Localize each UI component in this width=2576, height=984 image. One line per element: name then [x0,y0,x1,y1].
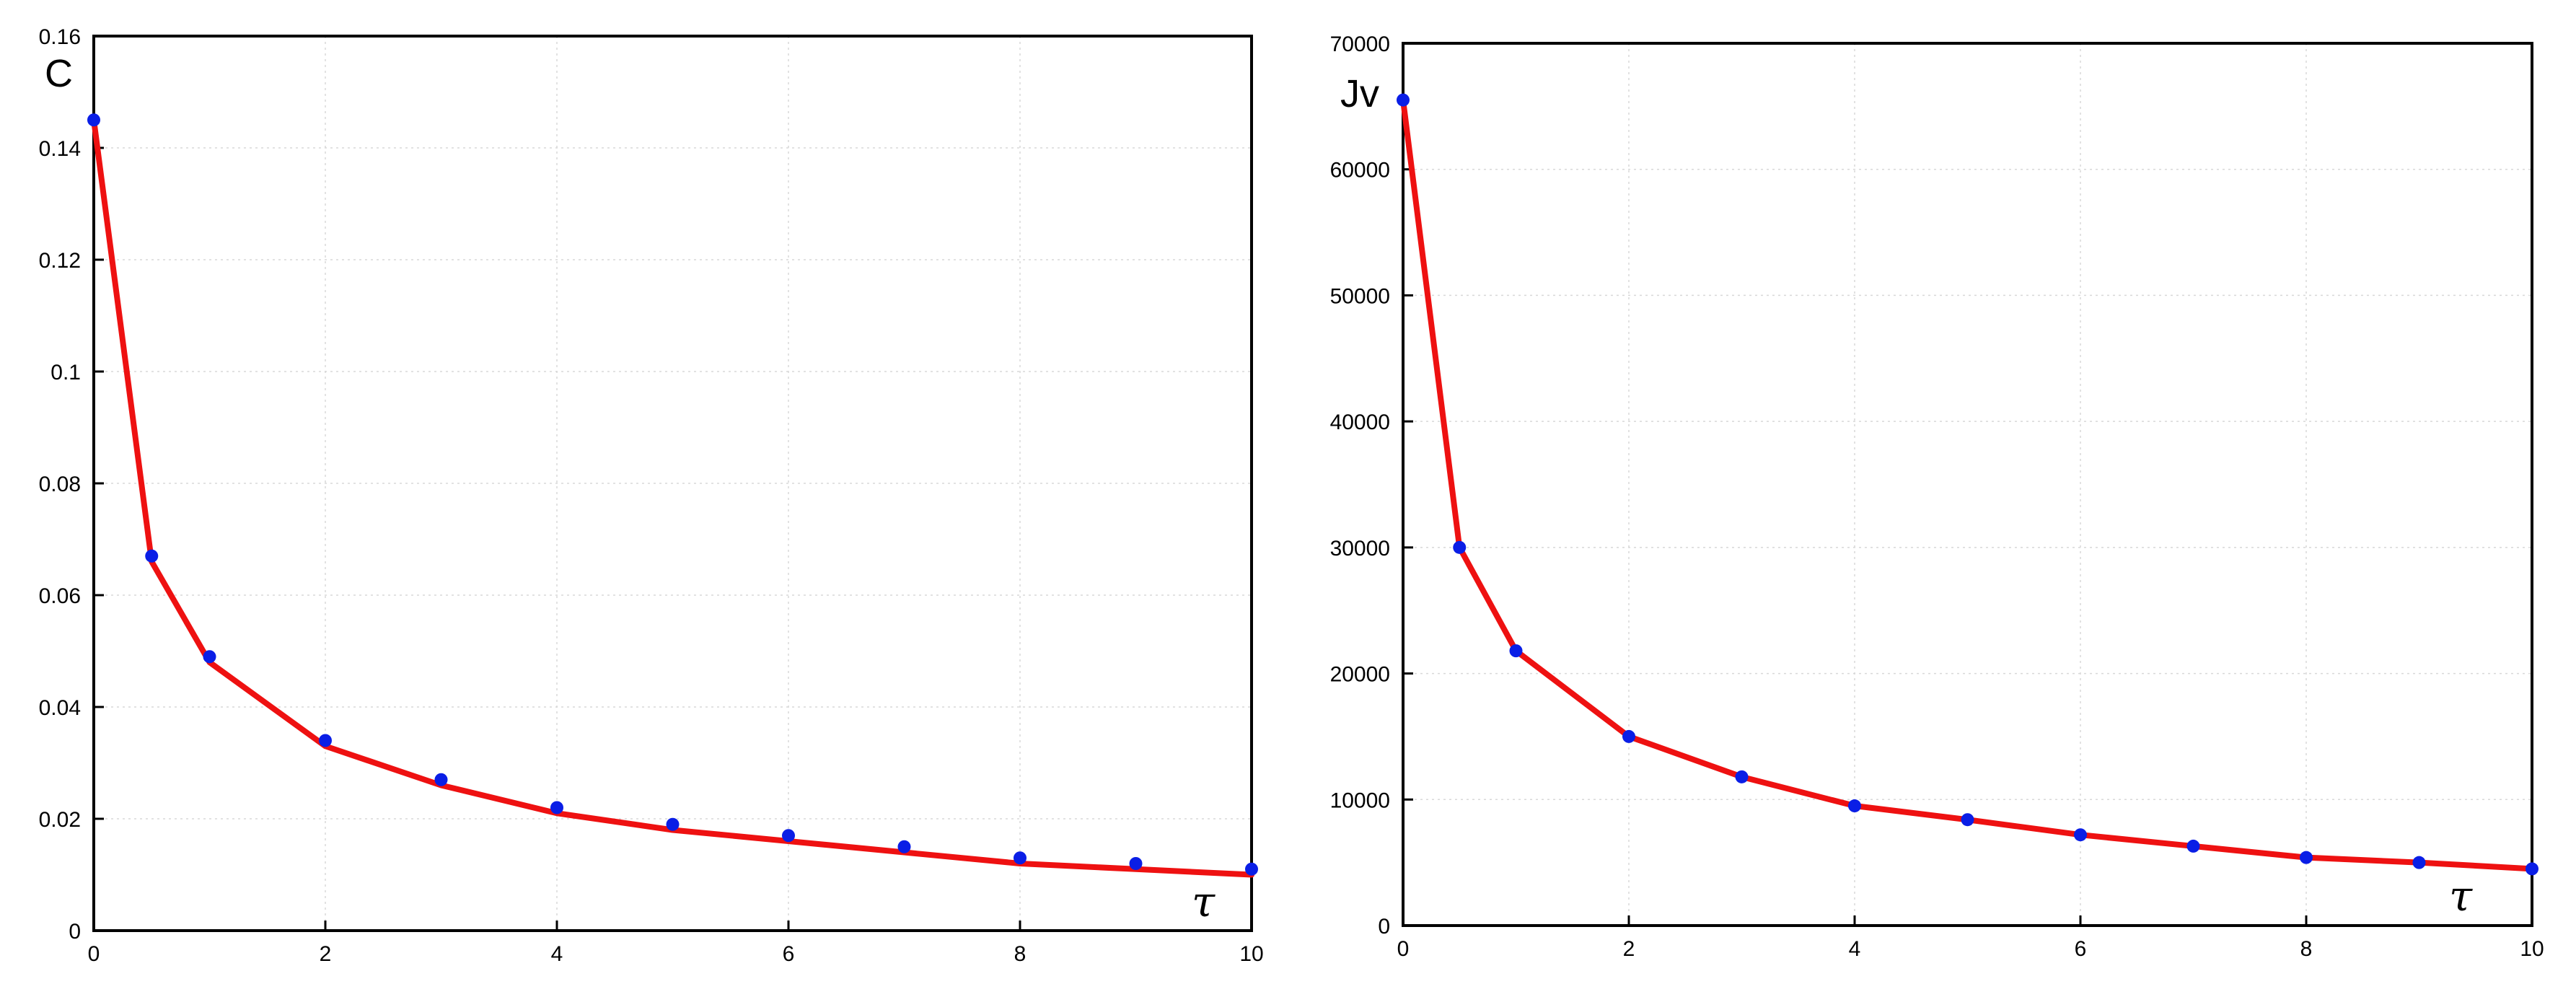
y-tick-label: 10000 [1330,788,1390,812]
y-axis-label: C [45,52,73,95]
y-tick-label: 0.14 [39,137,81,161]
data-point [1245,862,1258,876]
x-tick-label: 8 [1014,942,1027,966]
y-tick-label: 0.06 [39,584,81,608]
data-point [1735,770,1749,783]
gridlines [94,36,1252,931]
y-tick-label: 0.02 [39,808,81,832]
data-point [434,773,448,786]
data-point [2186,839,2200,853]
x-tick-label: 6 [783,942,795,966]
data-point [550,801,563,814]
data-point [897,840,911,853]
y-tick-label: 70000 [1330,32,1390,56]
y-tick-label: 0.16 [39,25,81,49]
series-line [91,117,1254,878]
y-tick-label: 0.1 [50,361,81,385]
data-point [203,650,216,664]
data-point [2526,862,2538,876]
data-point [1622,729,1635,743]
y-tick-label: 0 [1378,915,1390,939]
x-tick-label: 10 [2520,937,2544,961]
data-point [2074,828,2087,842]
data-point [145,549,159,563]
data-point [2300,851,2313,864]
x-tick-label: 2 [320,942,332,966]
x-axis-label: τ [1192,877,1216,926]
y-tick-label: 0 [69,920,81,944]
data-point [1397,93,1410,107]
chart-concentration: C τ 0 2 4 6 8 10 0 0.02 0.04 0.06 0.08 0.1 0.12 0.14 0… [39,25,1264,966]
x-tick-label: 0 [1397,937,1410,961]
chart-flux: Jv τ 0 2 4 6 8 10 0 10000 20000 30000 40000 50000 60… [1330,32,2544,961]
x-tick-label: 10 [1239,942,1263,966]
y-tick-label: 30000 [1330,537,1390,561]
data-point [2412,856,2426,869]
x-tick-label: 4 [1849,937,1861,961]
data-point [1014,851,1027,865]
plot-frame [1402,42,2533,927]
x-tick-label: 8 [2300,937,2313,961]
series-line [1400,97,2535,872]
y-axis-label: Jv [1340,72,1379,115]
data-point [1509,644,1523,658]
data-point [87,113,100,127]
y-tick-label: 60000 [1330,159,1390,183]
x-tick-label: 2 [1623,937,1635,961]
data-point [782,829,795,843]
data-point [1961,813,1974,827]
data-point [1848,799,1861,813]
y-tick-label: 50000 [1330,284,1390,308]
y-tick-label: 20000 [1330,663,1390,687]
y-tick-label: 0.08 [39,473,81,496]
x-tick-label: 6 [2075,937,2087,961]
gridlines [1403,43,2532,926]
y-tick-label: 0.12 [39,249,81,273]
data-point [319,734,332,747]
y-tick-label: 0.04 [39,696,81,720]
y-tick-label: 40000 [1330,410,1390,434]
data-point [666,817,680,831]
x-axis-label: τ [2449,871,2473,921]
data-point [1129,857,1143,870]
x-tick-label: 4 [551,942,563,966]
data-point [1453,540,1467,554]
x-tick-label: 0 [88,942,100,966]
